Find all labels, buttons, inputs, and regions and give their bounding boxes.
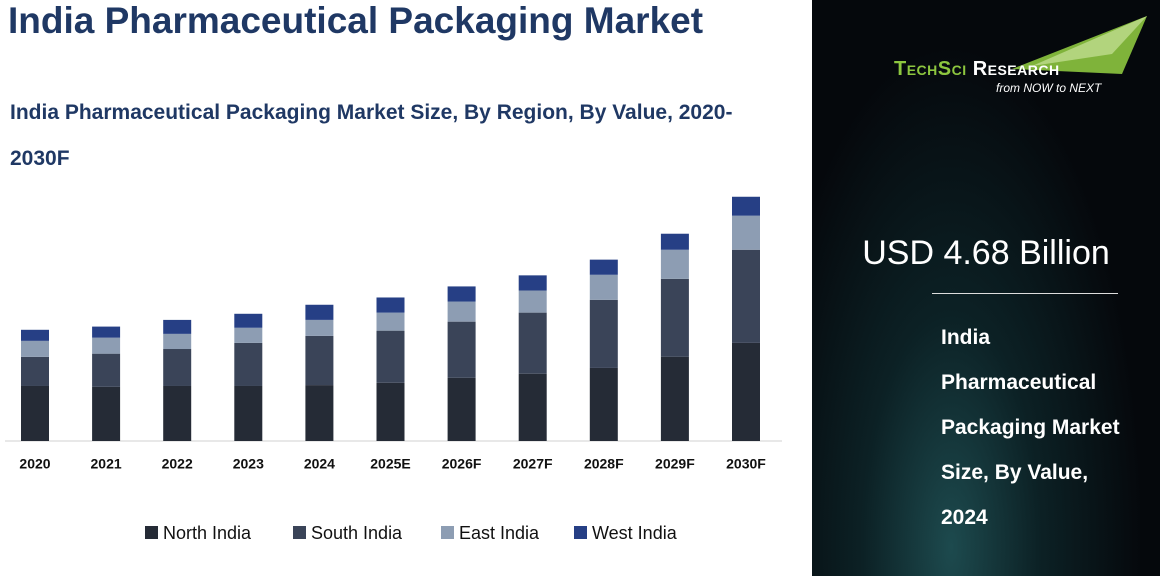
- x-tick-label: 2025E: [370, 456, 410, 472]
- bar-segment: [447, 321, 476, 378]
- caption-line: Packaging Market: [941, 416, 1120, 439]
- bar-segment: [234, 313, 263, 328]
- bar-segment: [234, 327, 263, 343]
- bar-segment: [660, 233, 689, 250]
- bar-segment: [21, 340, 49, 357]
- legend-label: East India: [459, 523, 540, 543]
- caption-line: Size, By Value,: [941, 461, 1089, 484]
- bar-segment: [92, 337, 121, 354]
- x-tick-label: 2023: [233, 456, 264, 472]
- bar-segment: [21, 385, 49, 441]
- bar-segment: [447, 377, 476, 441]
- bar-segment: [732, 215, 760, 250]
- chart-subtitle: India Pharmaceutical Packaging Market Si…: [10, 101, 733, 170]
- bar-segment: [305, 304, 334, 320]
- bar-segment: [163, 319, 192, 334]
- x-tick-label: 2027F: [513, 456, 553, 472]
- legend-label: West India: [592, 523, 678, 543]
- highlight-value: USD 4.68 Billion: [862, 234, 1110, 272]
- x-tick-label: 2020: [19, 456, 50, 472]
- legend-swatch: [574, 526, 587, 539]
- x-tick-label: 2024: [304, 456, 335, 472]
- highlight-caption: India Pharmaceutical Packaging Market Size,…: [941, 315, 1120, 540]
- caption-line: Pharmaceutical: [941, 371, 1097, 394]
- bar-segment: [447, 301, 476, 322]
- bar-segment: [163, 333, 192, 350]
- x-tick-label: 2029F: [655, 456, 695, 472]
- x-tick-label: 2026F: [442, 456, 482, 472]
- bar-segment: [376, 330, 405, 383]
- bar-segment: [732, 342, 760, 441]
- bar-segment: [589, 367, 618, 441]
- bar-segment: [92, 386, 121, 441]
- bar-segment: [21, 329, 49, 341]
- bar-segment: [376, 297, 405, 313]
- x-tick-label: 2021: [91, 456, 122, 472]
- legend-swatch: [441, 526, 454, 539]
- bar-segment: [660, 278, 689, 357]
- bar-segment: [92, 353, 121, 387]
- x-tick-label: 2028F: [584, 456, 624, 472]
- bar-segment: [447, 286, 476, 302]
- bar-segment: [660, 249, 689, 279]
- x-tick-label: 2022: [162, 456, 193, 472]
- bar-segment: [518, 312, 547, 374]
- bar-segment: [376, 312, 405, 331]
- x-tick-label: 2030F: [726, 456, 766, 472]
- bar-segment: [305, 319, 334, 336]
- bar-segment: [163, 349, 192, 386]
- bar-segment: [518, 373, 547, 441]
- legend-label: South India: [311, 523, 403, 543]
- legend-label: North India: [163, 523, 252, 543]
- bar-segment: [234, 385, 263, 441]
- bar-segment: [518, 275, 547, 291]
- bar-segment: [518, 290, 547, 313]
- bar-segment: [660, 356, 689, 441]
- divider: [932, 293, 1118, 294]
- brand-name-part: Research: [972, 58, 1060, 80]
- bar-segment: [234, 342, 263, 386]
- bar-segment: [732, 249, 760, 343]
- bar-segment: [305, 335, 334, 386]
- bar-segment: [589, 299, 618, 368]
- chart-title: India Pharmaceutical Packaging Market: [8, 0, 704, 41]
- legend-swatch: [145, 526, 158, 539]
- brand-tagline: from NOW to NEXT: [996, 81, 1102, 95]
- bar-segment: [589, 259, 618, 275]
- legend-swatch: [293, 526, 306, 539]
- brand-name: TechSci Research: [894, 58, 1060, 81]
- caption-line: India: [941, 326, 991, 349]
- logo-swoosh: [1012, 16, 1147, 74]
- bar-segment: [376, 382, 405, 441]
- bar-segment: [732, 196, 760, 216]
- bar-segment: [163, 385, 192, 441]
- bar-segment: [21, 356, 49, 386]
- bar-segment: [92, 326, 121, 338]
- side-panel: TechSci Research from NOW to NEXT USD 4.…: [812, 0, 1160, 576]
- brand-name-part: TechSci: [894, 58, 967, 80]
- caption-line: 2024: [941, 506, 988, 529]
- bar-segment: [305, 385, 334, 441]
- bar-segment: [589, 274, 618, 300]
- chart: 2020 2021 2022 2023 2024 2025E 2026F 2027F 2028F…: [5, 196, 782, 543]
